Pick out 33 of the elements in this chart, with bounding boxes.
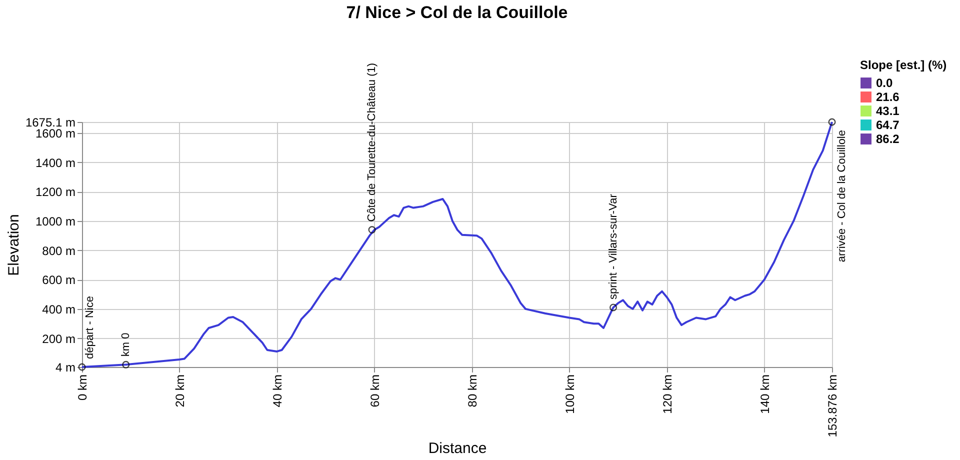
annotation: sprint - Villars-sur-Var: [607, 194, 620, 300]
x-tick-label: 20 km: [172, 374, 187, 408]
x-tick-label: 100 km: [562, 374, 577, 414]
color-bar-label: 86.2: [876, 132, 900, 146]
chart-title: 7/ Nice > Col de la Couillole: [346, 3, 568, 22]
y-tick-label: 1600 m: [35, 126, 76, 141]
color-bar-label: 43.1: [876, 104, 900, 118]
color-bar-title: Slope [est.] (%): [860, 58, 947, 72]
y-tick-label: 1675.1 m: [25, 116, 76, 130]
y-tick-label: 1000 m: [35, 214, 76, 228]
x-tick-label: 120 km: [660, 374, 674, 414]
x-tick-label: 140 km: [758, 374, 772, 414]
y-tick-label: 400 m: [42, 302, 76, 316]
x-tick-label: 60 km: [368, 374, 382, 408]
x-tick-label: 0 km: [76, 374, 90, 401]
y-tick-label: 200 m: [42, 332, 76, 346]
color-bar-label: 64.7: [876, 118, 900, 132]
x-tick-label: 40 km: [270, 374, 284, 408]
y-tick-label: 1200 m: [35, 185, 76, 200]
annotation: Côte de Tourette-du-Château (1): [366, 62, 378, 222]
y-tick-label: 4 m: [55, 360, 76, 374]
annotation: départ - Nice: [84, 296, 96, 359]
y-tick-label: 1400 m: [35, 156, 76, 170]
color-bar-label: 21.6: [876, 90, 900, 104]
annotation: km 0: [120, 332, 132, 357]
annotation: arrivée - Col de la Couillole: [836, 130, 848, 262]
y-tick-label: 800 m: [42, 244, 76, 258]
color-bar-label: 0.0: [876, 76, 894, 90]
x-axis-title: Distance: [428, 440, 487, 458]
y-tick-label: 600 m: [42, 273, 76, 288]
x-tick-label: 80 km: [465, 374, 480, 408]
x-tick-label: 153.876 km: [826, 374, 840, 438]
y-axis-title: Elevation: [5, 214, 22, 276]
